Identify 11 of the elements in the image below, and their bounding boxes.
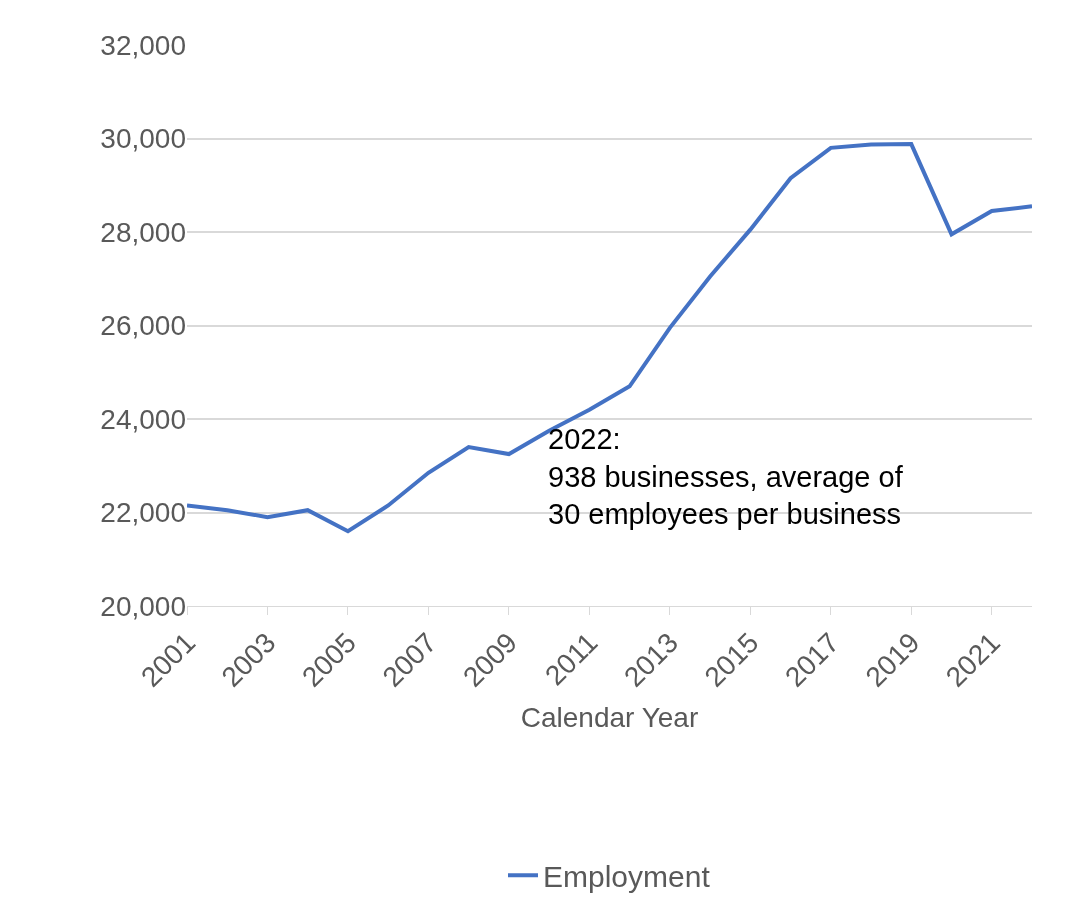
- y-tick-label: 28,000: [100, 216, 186, 248]
- y-tick-label: 32,000: [100, 29, 186, 61]
- y-tick-label: 26,000: [100, 310, 186, 342]
- legend-label: Employment: [543, 859, 711, 893]
- y-tick-label: 24,000: [100, 403, 186, 435]
- annotation: 2022: 938 businesses, average of 30 employees per business: [548, 423, 904, 531]
- y-tick-label: 30,000: [100, 123, 186, 155]
- y-tick-label: 22,000: [100, 497, 186, 529]
- line-series: [187, 142, 1032, 534]
- y-tick-label: 20,000: [100, 590, 186, 622]
- x-axis-title: Calendar Year: [520, 701, 699, 733]
